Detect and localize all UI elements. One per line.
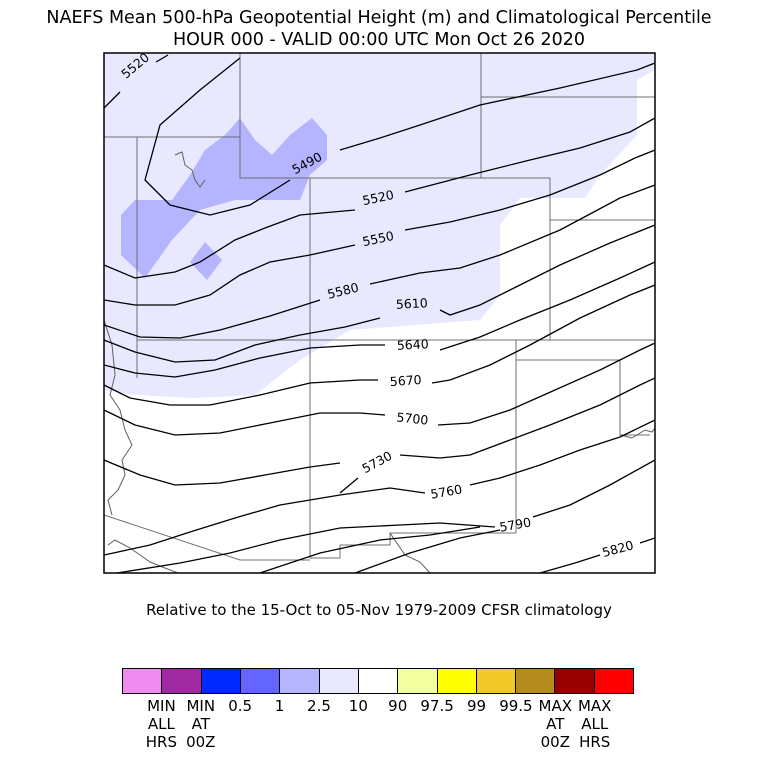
contour-label-5700: 5700 (396, 409, 429, 427)
colorbar-swatch-12 (594, 669, 634, 693)
contour-label-5670: 5670 (389, 372, 422, 389)
colorbar-swatch-2 (201, 669, 241, 693)
colorbar-label-0 (102, 697, 141, 751)
colorbar-swatch-11 (555, 669, 595, 693)
colorbar-swatch-6 (358, 669, 399, 693)
colorbar-label-1: MIN ALL HRS (145, 697, 178, 751)
percentile-2-5-shading-spot (190, 242, 222, 280)
colorbar-swatch-8 (437, 669, 477, 693)
map-panel: 5490 5520 5520 5550 5580 5610 5640 5670 … (103, 50, 656, 574)
colorbar-labels: MIN ALL HRS MIN AT 00Z 0.5 1 2.5 10 90 97.5 99 99… (122, 697, 634, 751)
contour-label-5640: 5640 (396, 336, 429, 353)
state-boundaries (104, 53, 655, 561)
contour-label-5520: 5520 (361, 187, 395, 208)
contour-label-5610: 5610 (395, 295, 428, 312)
colorbar-label-12: MAX ALL HRS (577, 697, 612, 751)
colorbar-swatch-10 (516, 669, 556, 693)
colorbar-swatch-3 (240, 669, 281, 693)
colorbar-swatch-0 (123, 669, 163, 693)
map-title-line1: NAEFS Mean 500-hPa Geopotential Height (… (46, 8, 712, 28)
climatology-subtitle: Relative to the 15-Oct to 05-Nov 1979-20… (146, 601, 612, 619)
colorbar-label-10: 99.5 (499, 697, 533, 715)
colorbar-label-8: 97.5 (420, 697, 454, 715)
colorbar-label-11: MAX AT 00Z (538, 697, 573, 751)
colorbar-label-7: 90 (388, 697, 408, 715)
colorbar-label-5: 2.5 (307, 697, 331, 715)
percentile-2-5-shading-main (121, 118, 327, 278)
coastlines (104, 151, 655, 573)
colorbar-swatch-4 (280, 669, 320, 693)
colorbar-swatch-7 (398, 669, 438, 693)
colorbar-label-6: 10 (348, 697, 368, 715)
colorbar-swatch-5 (319, 669, 359, 693)
contour-label-5550: 5550 (361, 228, 395, 249)
contour-label-5580: 5580 (326, 279, 361, 301)
colorbar-label-9: 99 (466, 697, 487, 715)
colorbar (122, 668, 634, 694)
colorbar-swatch-9 (476, 669, 517, 693)
map-title-line2: HOUR 000 - VALID 00:00 UTC Mon Oct 26 20… (173, 30, 585, 50)
height-contours (104, 54, 655, 573)
contour-label-5790: 5790 (498, 514, 532, 534)
colorbar-label-4: 1 (274, 697, 285, 715)
colorbar-label-3: 0.5 (228, 697, 253, 715)
contour-label-5760: 5760 (429, 481, 463, 501)
map-frame (103, 52, 656, 574)
colorbar-swatch-1 (162, 669, 202, 693)
colorbar-label-2: MIN AT 00Z (186, 697, 216, 751)
